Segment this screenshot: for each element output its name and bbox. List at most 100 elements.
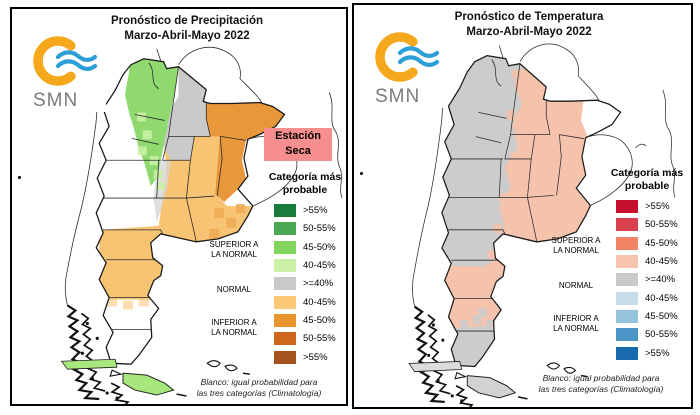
legend-label: >=40% [645, 274, 676, 285]
legend-swatch [274, 332, 296, 345]
group-label-inferior: INFERIOR A LA NORMAL [211, 318, 257, 337]
legend-label: 45-50% [303, 315, 336, 326]
magellan-strait-strip [408, 361, 463, 372]
legend-swatch [616, 200, 638, 213]
coast-detail [635, 143, 647, 149]
legend-item: 40-45% [274, 296, 336, 309]
raster-cells-gray [459, 90, 510, 330]
legend-swatch [274, 296, 296, 309]
footnote: Blanco: igual probabilidad para las tres… [538, 373, 664, 394]
smn-logo: SMN [370, 31, 448, 108]
small-island [454, 371, 468, 380]
paraguay-border [178, 46, 263, 103]
region-inferior-40-45 [99, 134, 253, 300]
brazil-coastline [328, 92, 343, 199]
argentina-temperature-map [408, 43, 676, 407]
legend-swatch [616, 273, 638, 286]
region-misiones-white [581, 98, 621, 137]
legend-swatch [616, 328, 638, 341]
legend-label: >55% [303, 352, 328, 363]
legend-label: 40-45% [303, 297, 336, 308]
magellan-strait-strip [60, 358, 118, 370]
legend-title: Categoría más probable [268, 171, 342, 197]
legend-item: >=40% [616, 273, 675, 286]
tierra-del-fuego [122, 372, 175, 396]
group-label-superior: SUPERIOR A LA NORMAL [209, 240, 259, 259]
panel-title: Pronóstico de Precipitación Marzo-Abril-… [37, 14, 337, 44]
uruguay-border [585, 134, 633, 206]
raster-cells-salmon [487, 69, 521, 260]
legend-swatch [616, 237, 638, 250]
smn-logo-icon [33, 36, 98, 86]
title-line1: Pronóstico de Precipitación [110, 15, 264, 27]
legend-title: Categoría más probable [610, 167, 684, 193]
tierra-del-fuego [466, 375, 517, 399]
legend-swatch [274, 277, 296, 290]
legend-item: 45-50% [616, 237, 678, 250]
legend-label: 45-50% [645, 311, 678, 322]
bolivia-border [498, 45, 504, 58]
legend-item: >55% [274, 204, 328, 217]
precipitation-panel: Pronóstico de Precipitación Marzo-Abril-… [10, 7, 348, 406]
legend-swatch [274, 204, 296, 217]
smn-logo-text: SMN [375, 86, 421, 107]
legend-label: >55% [303, 205, 328, 216]
smn-logo-icon [375, 32, 440, 82]
pacific-island-dot [360, 172, 363, 175]
pacific-island-dot [18, 176, 21, 179]
legend-swatch [274, 241, 296, 254]
legend-swatch [616, 310, 638, 323]
legend-swatch [616, 347, 638, 360]
legend-swatch [274, 314, 296, 327]
legend-label: 45-50% [303, 242, 336, 253]
isla-de-los-estados [176, 393, 187, 397]
title-line2: Marzo-Abril-Mayo 2022 [466, 25, 592, 38]
legend-label: >=40% [303, 278, 334, 289]
region-inferior-45-50 [206, 86, 285, 203]
legend-label: 50-55% [645, 329, 678, 340]
footnote: Blanco: igual probabilidad para las tres… [196, 377, 322, 398]
legend-label: 40-45% [645, 293, 678, 304]
legend-item: >=40% [274, 277, 333, 290]
legend-swatch [616, 218, 638, 231]
legend-swatch [616, 255, 638, 268]
legend-label: 50-55% [303, 223, 336, 234]
group-label-normal: NORMAL [558, 281, 594, 290]
chilean-fjords [413, 305, 474, 407]
small-island [109, 369, 123, 377]
group-label-normal: NORMAL [216, 285, 252, 294]
legend-label: 45-50% [645, 238, 678, 249]
group-label-superior: SUPERIOR A LA NORMAL [551, 236, 601, 255]
legend-item: 45-50% [274, 314, 336, 327]
legend-item: >55% [616, 200, 670, 213]
legend-item: 50-55% [616, 328, 678, 341]
panel-title: Pronóstico de Temperatura Marzo-Abril-Ma… [379, 10, 679, 40]
legend-swatch [616, 292, 638, 305]
brazil-coastline [662, 89, 676, 198]
legend-swatch [274, 222, 296, 235]
legend-item: 45-50% [274, 241, 336, 254]
legend-item: >55% [616, 347, 670, 360]
legend-label: 40-45% [303, 260, 336, 271]
legend-item: 40-45% [274, 259, 336, 272]
legend-item: 40-45% [616, 255, 678, 268]
paraguay-border [519, 43, 600, 101]
legend-label: 50-55% [645, 219, 678, 230]
legend-item: 45-50% [616, 310, 678, 323]
group-label-inferior: INFERIOR A LA NORMAL [553, 314, 599, 333]
legend-item: 50-55% [274, 222, 336, 235]
legend-swatch [274, 259, 296, 272]
legend-item: >55% [274, 351, 328, 364]
isla-de-los-estados [517, 396, 528, 400]
legend-swatch [274, 351, 296, 364]
bolivia-border [156, 48, 162, 61]
temperature-panel: Pronóstico de Temperatura Marzo-Abril-Ma… [352, 3, 693, 409]
dry-season-badge: Estación Seca [264, 128, 332, 161]
malvinas-islands [206, 360, 250, 375]
smn-logo: SMN [28, 35, 106, 112]
smn-logo-text: SMN [33, 90, 79, 111]
argentina-outline [95, 58, 286, 365]
legend-label: >55% [645, 348, 670, 359]
malvinas-islands [546, 362, 588, 378]
legend-label: 40-45% [645, 256, 678, 267]
